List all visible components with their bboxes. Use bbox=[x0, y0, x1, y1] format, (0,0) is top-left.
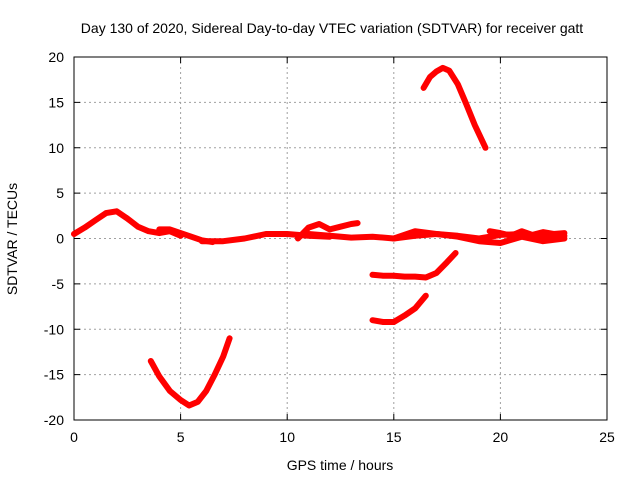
x-tick-label: 15 bbox=[386, 429, 402, 445]
y-tick-label: -10 bbox=[44, 321, 64, 337]
series-arc-mid-2 bbox=[369, 292, 429, 325]
y-tick-label: -5 bbox=[52, 276, 65, 292]
series-arc-near-zero-4 bbox=[294, 220, 361, 242]
x-tick-label: 20 bbox=[493, 429, 509, 445]
series-arc-mid-1 bbox=[369, 250, 459, 281]
x-tick-label: 10 bbox=[279, 429, 295, 445]
series-arc-near-zero-7 bbox=[486, 228, 568, 239]
y-tick-label: 20 bbox=[48, 49, 64, 65]
y-tick-label: 0 bbox=[56, 231, 64, 247]
y-tick-label: 10 bbox=[48, 140, 64, 156]
series-arc-near-zero-1 bbox=[71, 208, 184, 239]
x-tick-label: 0 bbox=[70, 429, 78, 445]
chart-title: Day 130 of 2020, Sidereal Day-to-day VTE… bbox=[81, 20, 584, 36]
series-arc-low-1 bbox=[147, 335, 233, 409]
y-axis-label: SDTVAR / TECUs bbox=[4, 183, 20, 295]
x-axis-label: GPS time / hours bbox=[287, 457, 394, 473]
series-group bbox=[71, 64, 568, 409]
x-tick-label: 25 bbox=[599, 429, 615, 445]
y-tick-label: -15 bbox=[44, 367, 64, 383]
tick-labels: 0 5 10 15 20 25 -20 -15 -10 -5 0 5 10 15 20 bbox=[44, 49, 615, 445]
y-tick-label: -20 bbox=[44, 412, 64, 428]
x-tick-label: 5 bbox=[177, 429, 185, 445]
y-tick-label: 15 bbox=[48, 94, 64, 110]
ticks bbox=[73, 56, 608, 421]
series-arc-high-1 bbox=[420, 64, 489, 151]
series-arc-near-zero-6 bbox=[390, 228, 568, 246]
y-tick-label: 5 bbox=[56, 185, 64, 201]
